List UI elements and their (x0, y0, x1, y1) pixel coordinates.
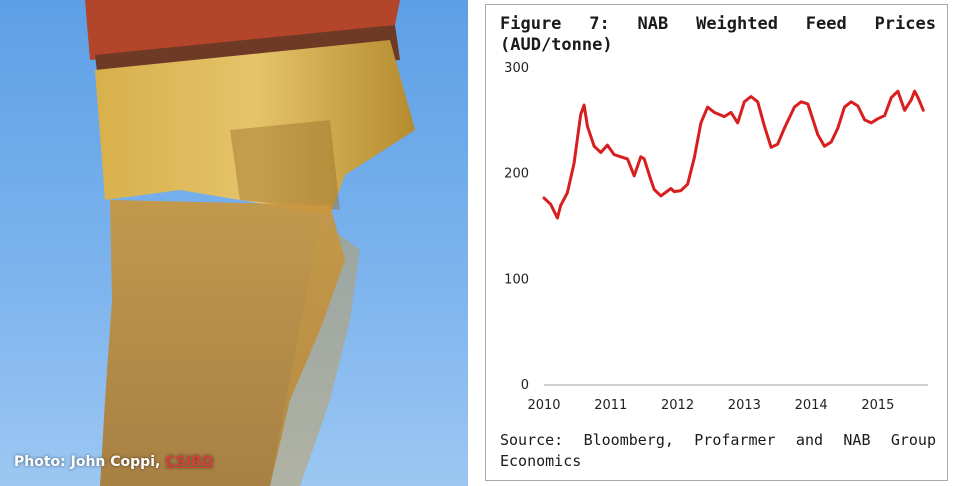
x-tick-label: 2013 (728, 398, 761, 413)
grain-spray (270, 220, 360, 486)
hopper-red (85, 0, 400, 60)
x-tick-label: 2014 (795, 398, 828, 413)
photo-credit-link[interactable]: CSIRO (165, 454, 214, 470)
chart-plot: 0 100 200 300 2010 2011 2012 2013 2014 2015 (504, 61, 928, 413)
y-tick-label: 200 (504, 167, 529, 182)
photo-panel: Photo: John Coppi, CSIRO (0, 0, 468, 486)
grain-photo (0, 0, 468, 486)
chart-source: Source: Bloomberg, Profarmer and NAB Gro… (500, 431, 936, 470)
x-tick-label: 2011 (594, 398, 627, 413)
series-line-feed-prices (542, 89, 925, 220)
chute-shadow (230, 120, 340, 210)
falling-grain (100, 200, 345, 486)
chart-title: Figure 7: NAB Weighted Feed Prices (AUD/… (500, 14, 936, 55)
x-tick-label: 2010 (527, 398, 560, 413)
y-tick-label: 100 (504, 272, 529, 287)
x-tick-label: 2012 (661, 398, 694, 413)
x-tick-label: 2015 (861, 398, 894, 413)
photo-credit-text: Photo: John Coppi, (14, 454, 166, 470)
photo-credit: Photo: John Coppi, CSIRO (14, 454, 214, 470)
y-axis-ticks: 0 100 200 300 (504, 61, 529, 393)
x-axis-ticks: 2010 2011 2012 2013 2014 2015 (527, 398, 894, 413)
grain-chute-bag (95, 40, 415, 215)
chart-panel: Figure 7: NAB Weighted Feed Prices (AUD/… (485, 4, 948, 481)
y-tick-label: 300 (504, 61, 529, 76)
y-tick-label: 0 (521, 378, 529, 393)
